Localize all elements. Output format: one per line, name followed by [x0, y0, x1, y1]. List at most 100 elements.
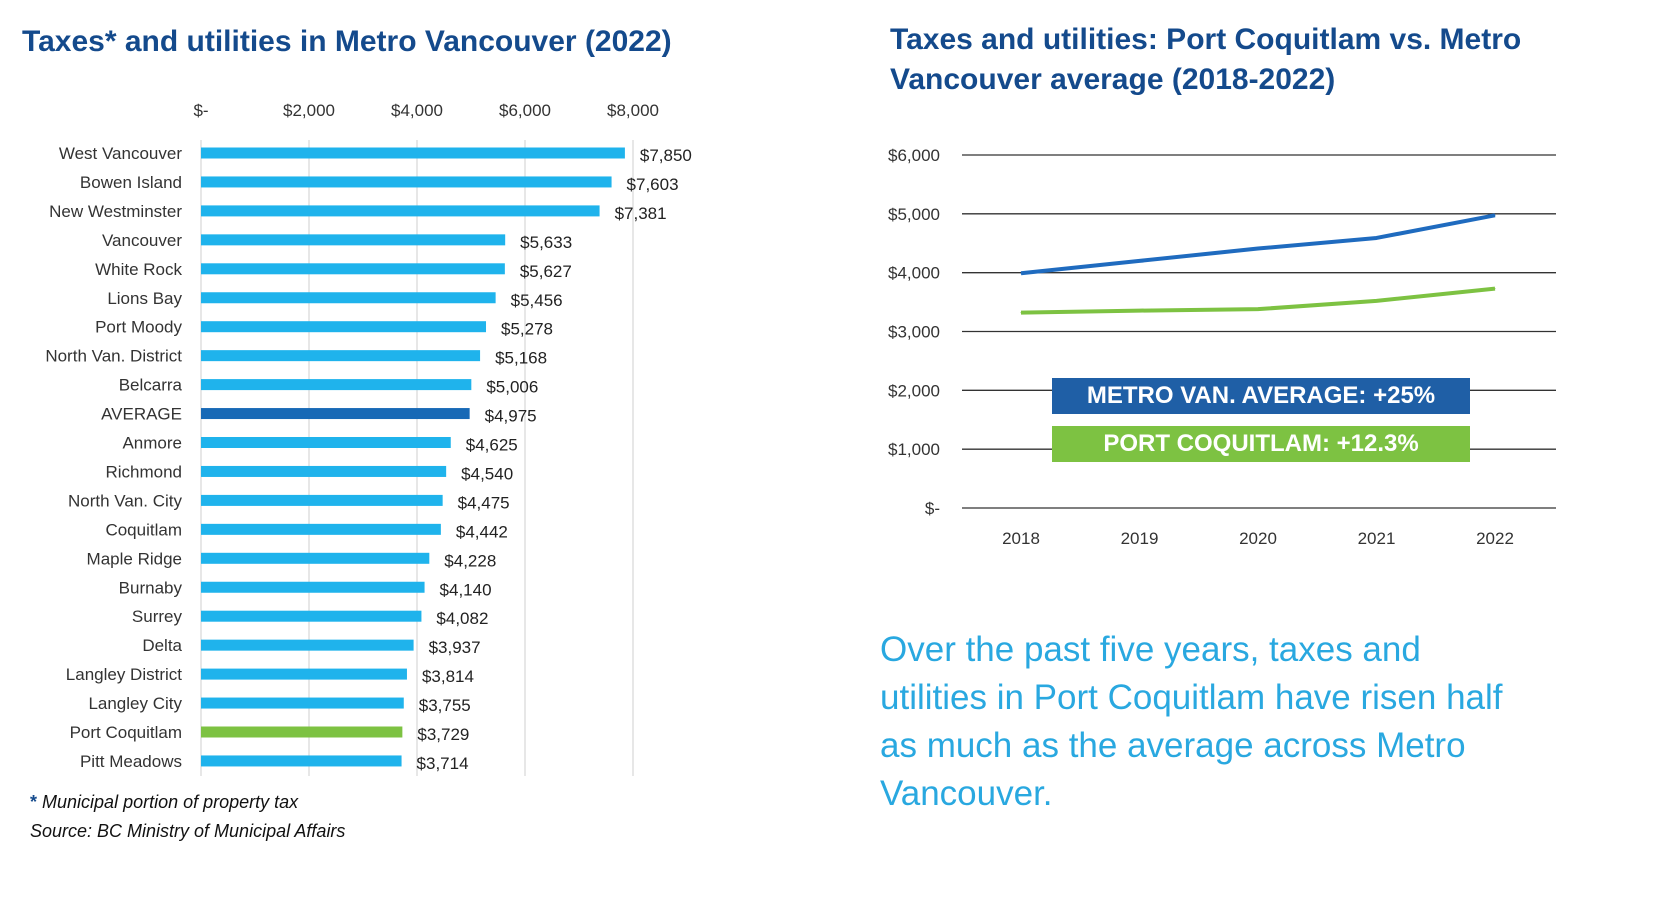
source-note: Source: BC Ministry of Municipal Affairs — [30, 821, 346, 841]
port-coquitlam-badge: PORT COQUITLAM: +12.3% — [1052, 426, 1470, 462]
y-tick-label: $3,000 — [888, 323, 940, 342]
category-label: AVERAGE — [101, 405, 182, 424]
x-tick-label: $2,000 — [283, 101, 335, 120]
y-tick-label: $4,000 — [888, 264, 940, 283]
category-label: Coquitlam — [105, 520, 182, 539]
line-chart: $- $1,000 $2,000 $3,000 $4,000 $5,000 $6,000 20… — [888, 146, 1556, 548]
data-point — [1494, 288, 1496, 290]
category-label: Pitt Meadows — [80, 752, 182, 771]
bar — [201, 408, 470, 420]
bar — [201, 523, 441, 535]
data-point — [1020, 272, 1022, 274]
y-tick-label: $1,000 — [888, 440, 940, 459]
bar — [201, 494, 443, 506]
value-label: $5,278 — [501, 320, 553, 339]
value-label: $7,603 — [627, 175, 679, 194]
x-tick-label: 2019 — [1121, 529, 1159, 548]
line-chart-title: Taxes and utilities: Port Coquitlam vs. … — [890, 23, 1522, 96]
bar-chart: $- $2,000 $4,000 $6,000 $8,000 West Vancouver… — [45, 101, 692, 776]
bar — [201, 610, 422, 622]
bar — [201, 581, 425, 593]
bar — [201, 176, 612, 188]
y-tick-label: $- — [925, 499, 940, 518]
value-label: $4,540 — [461, 464, 513, 483]
value-label: $5,456 — [511, 291, 563, 310]
category-label: Lions Bay — [107, 289, 182, 308]
x-tick-label: 2021 — [1358, 529, 1396, 548]
bar — [201, 379, 472, 391]
y-tick-label: $5,000 — [888, 205, 940, 224]
category-label: Burnaby — [119, 578, 183, 597]
bar-chart-title: Taxes* and utilities in Metro Vancouver … — [22, 25, 672, 58]
value-label: $3,729 — [417, 725, 469, 744]
category-label: Richmond — [105, 462, 182, 481]
bar — [201, 350, 481, 362]
data-point — [1494, 214, 1496, 216]
takeaway-text: Over the past five years, taxes and util… — [880, 630, 1503, 813]
bar — [201, 263, 505, 275]
data-point — [1139, 260, 1140, 262]
data-point — [1376, 300, 1377, 302]
footnote-text: Municipal portion of property tax — [42, 792, 299, 812]
value-label: $4,082 — [436, 609, 488, 628]
value-label: $4,140 — [440, 580, 492, 599]
category-label: Anmore — [122, 434, 182, 453]
category-label: Port Coquitlam — [70, 723, 182, 742]
metro-vancouver-average-line — [1020, 213, 1496, 276]
footnote: * Municipal portion of property tax — [30, 792, 298, 813]
bar — [201, 552, 430, 564]
x-tick-label: 2018 — [1002, 529, 1040, 548]
value-label: $5,006 — [486, 378, 538, 397]
bar — [201, 321, 487, 333]
bar — [201, 697, 404, 709]
data-point — [1020, 312, 1022, 314]
category-label: North Van. District — [45, 347, 182, 366]
bar — [201, 292, 496, 304]
bar — [201, 726, 403, 738]
bar — [201, 234, 506, 246]
value-label: $5,168 — [495, 349, 547, 368]
bar — [201, 668, 407, 680]
category-label: North Van. City — [68, 491, 183, 510]
value-label: $7,381 — [615, 204, 667, 223]
value-label: $4,475 — [458, 493, 510, 512]
x-tick-label: $4,000 — [391, 101, 443, 120]
bar — [201, 205, 600, 217]
category-label: Langley City — [88, 694, 182, 713]
category-label: Surrey — [132, 607, 183, 626]
x-tick-label: $- — [193, 101, 208, 120]
category-label: Belcarra — [119, 376, 183, 395]
value-label: $3,714 — [417, 754, 469, 773]
value-label: $5,633 — [520, 233, 572, 252]
y-tick-label: $2,000 — [888, 381, 940, 400]
category-label: Port Moody — [95, 318, 182, 337]
value-label: $3,937 — [429, 638, 481, 657]
category-label: Maple Ridge — [87, 549, 182, 568]
value-label: $5,627 — [520, 262, 572, 281]
value-label: $3,755 — [419, 696, 471, 715]
value-label: $3,814 — [422, 667, 474, 686]
data-point — [1376, 237, 1377, 239]
category-label: Vancouver — [102, 231, 182, 250]
category-label: White Rock — [95, 260, 182, 279]
category-label: New Westminster — [49, 202, 182, 221]
bar — [201, 639, 414, 651]
category-label: Bowen Island — [80, 173, 182, 192]
x-tick-label: 2020 — [1239, 529, 1277, 548]
x-tick-label: $6,000 — [499, 101, 551, 120]
x-tick-label: 2022 — [1476, 529, 1514, 548]
data-point — [1139, 310, 1140, 312]
bar — [201, 147, 625, 159]
value-label: $4,975 — [485, 407, 537, 426]
metro-average-badge: METRO VAN. AVERAGE: +25% — [1052, 378, 1470, 414]
bar — [201, 755, 402, 767]
data-point — [1257, 308, 1259, 310]
footnote-star: * — [30, 792, 38, 812]
category-label: West Vancouver — [59, 144, 182, 163]
bar — [201, 465, 447, 477]
data-point — [1257, 248, 1259, 250]
value-label: $4,442 — [456, 522, 508, 541]
value-label: $7,850 — [640, 146, 692, 165]
category-label: Langley District — [66, 665, 182, 684]
y-tick-label: $6,000 — [888, 146, 940, 165]
